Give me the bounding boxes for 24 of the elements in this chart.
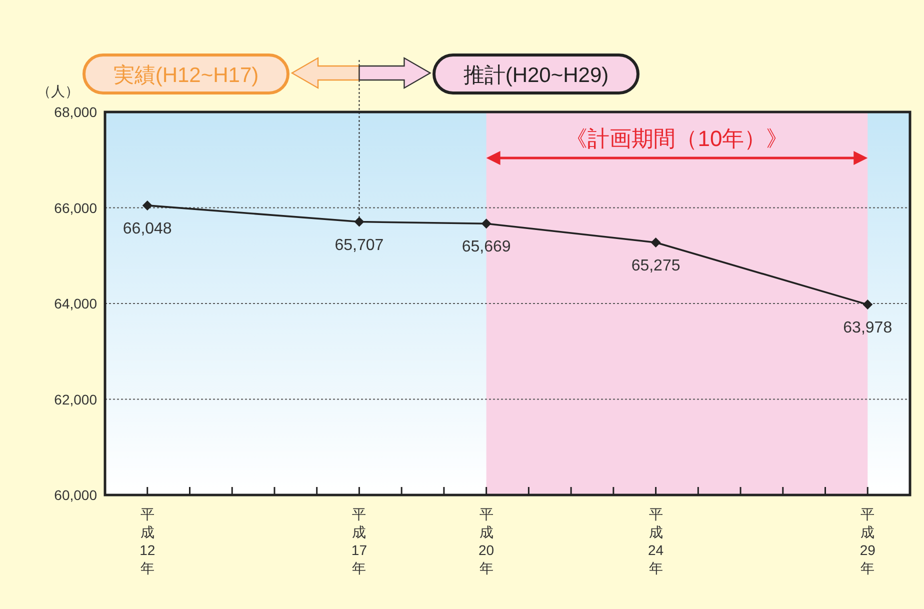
data-label: 65,707: [334, 236, 384, 254]
data-label: 63,978: [843, 320, 892, 337]
band-label: 《計画期間（10年）》: [566, 126, 788, 151]
point: [354, 216, 364, 227]
x-tick-label: 平成20年: [478, 506, 494, 576]
y-axis-title: （人）: [37, 83, 79, 99]
text: 推計(H20~H29): [463, 64, 609, 87]
text: 実績(H12~H17): [113, 64, 259, 87]
y-tick-label: 62,000: [54, 391, 98, 408]
y-tick-label: 60,000: [54, 487, 98, 503]
point: [650, 237, 661, 248]
y-tick-label: 68,000: [54, 104, 98, 120]
x-tick-label: 平成12年: [140, 506, 156, 576]
point: [481, 218, 492, 229]
point: [862, 300, 873, 310]
y-tick-label: 66,000: [54, 200, 98, 216]
data-label: 65,669: [462, 238, 511, 256]
x-tick-label: 平成17年: [351, 506, 368, 576]
x-tick-label: 平成29年: [860, 506, 876, 576]
x-tick-label: 平成24年: [648, 506, 664, 576]
data-label: 65,275: [631, 257, 680, 274]
y-tick-label: 64,000: [54, 296, 98, 312]
data-label: 66,048: [122, 220, 172, 238]
point: [142, 200, 152, 210]
